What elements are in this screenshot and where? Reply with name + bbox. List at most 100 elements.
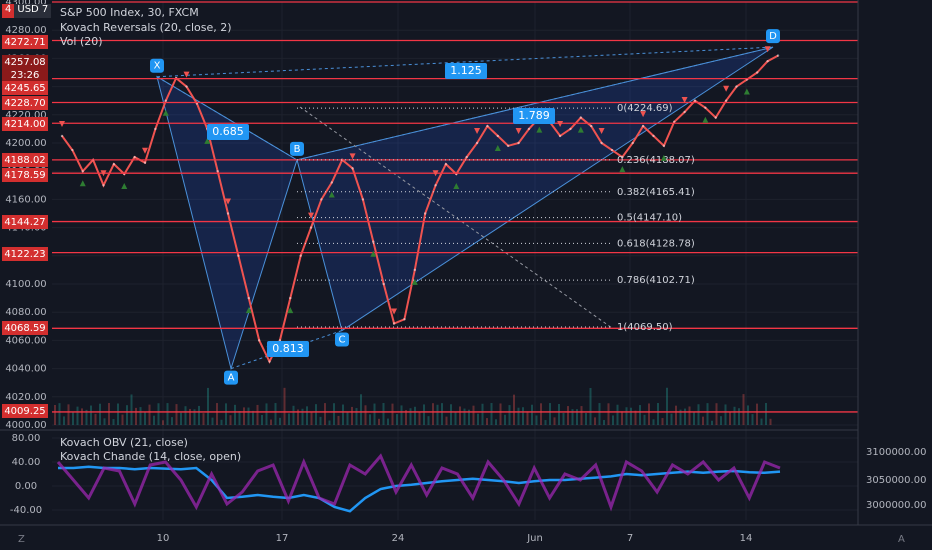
reversal-up-marker xyxy=(660,154,667,161)
price-point xyxy=(309,226,313,229)
reversal-up-marker xyxy=(619,166,626,173)
level-price-tag-label: 4122.23 xyxy=(4,249,45,260)
indicator-vol-label[interactable]: Vol (20) xyxy=(60,35,103,48)
pattern-ratio-badge xyxy=(445,63,487,79)
volume-bar xyxy=(58,403,61,425)
volume-bar xyxy=(535,415,538,425)
volume-bar xyxy=(256,404,259,425)
price-point xyxy=(164,99,167,102)
volume-bar xyxy=(373,403,376,425)
volume-bar xyxy=(553,417,556,425)
price-point xyxy=(361,198,365,201)
volume-bar xyxy=(517,407,520,425)
volume-bar xyxy=(63,416,65,425)
price-point xyxy=(413,268,417,272)
pattern-ac-line xyxy=(230,330,343,370)
reversal-up-marker xyxy=(494,144,501,151)
level-price-tag xyxy=(2,81,48,95)
volume-bar xyxy=(522,407,524,425)
corner-left-icon[interactable]: Z xyxy=(18,534,25,545)
indicator-reversals-label[interactable]: Kovach Reversals (20, close, 2) xyxy=(60,21,232,34)
volume-bar xyxy=(76,406,79,425)
price-point xyxy=(143,161,147,164)
volume-bar xyxy=(94,413,97,425)
volume-bar xyxy=(634,410,637,425)
level-price-tag-label: 4257.08 xyxy=(4,57,45,68)
indicator-legend-vol[interactable]: Vol (20) xyxy=(60,35,103,48)
pattern-ratio-badge xyxy=(513,108,555,124)
volume-bar xyxy=(549,403,551,425)
volume-bar xyxy=(468,409,470,425)
reversal-down-marker xyxy=(391,308,398,315)
volume-bar xyxy=(414,406,416,425)
volume-bar xyxy=(630,407,632,425)
volume-bar xyxy=(675,405,677,425)
volume-bar xyxy=(684,408,686,425)
symbol-legend[interactable]: S&P 500 Index, 30, FXCM xyxy=(60,6,199,19)
level-price-tag-label: 4214.00 xyxy=(4,119,45,130)
volume-bar xyxy=(103,418,106,425)
volume-bar xyxy=(162,420,164,425)
volume-bar xyxy=(472,405,475,425)
lower-y-tick-label: 80.00 xyxy=(12,433,41,444)
volume-bar xyxy=(265,403,268,425)
y-axis-tick-label: 4000.00 xyxy=(5,420,46,431)
volume-bar xyxy=(378,418,380,425)
lower-right-tick-label: 3000000.00 xyxy=(866,500,926,511)
indicator-obv-label[interactable]: Kovach OBV (21, close) xyxy=(60,436,188,449)
volume-bar xyxy=(301,408,304,425)
reversal-down-marker xyxy=(764,46,771,53)
volume-bar xyxy=(769,418,772,425)
volume-bar xyxy=(297,409,299,425)
x-axis-tick-label: Jun xyxy=(526,533,543,544)
volume-bar xyxy=(540,403,542,425)
volume-bar xyxy=(108,403,110,425)
fib-level-label: 0.5(4147.10) xyxy=(617,213,682,224)
volume-bar xyxy=(189,408,191,425)
volume-bar xyxy=(193,409,196,425)
level-price-tag-label: 4068.59 xyxy=(4,323,45,334)
indicator-legend-chande[interactable]: Kovach Chande (14, close, open) xyxy=(60,450,241,463)
price-point xyxy=(714,116,717,119)
obv-line xyxy=(58,465,781,513)
volume-bar xyxy=(585,412,587,425)
reversal-up-marker xyxy=(79,180,86,187)
volume-bar xyxy=(661,418,664,425)
grid-lines xyxy=(52,1,858,520)
volume-bar xyxy=(121,414,124,425)
corner-right-icon[interactable]: A xyxy=(898,534,905,545)
volume-bar xyxy=(639,405,641,425)
level-price-tag xyxy=(2,55,48,69)
symbol-title[interactable]: S&P 500 Index, 30, FXCM xyxy=(60,6,199,19)
pattern-xab-triangle xyxy=(156,75,298,371)
volume-bar xyxy=(364,405,367,425)
volume-bar xyxy=(342,404,344,425)
volume-bar xyxy=(216,403,218,425)
volume-bar xyxy=(760,418,763,425)
level-price-tag xyxy=(2,96,48,110)
price-point xyxy=(330,181,333,184)
level-price-tag xyxy=(2,247,48,261)
volume-bar xyxy=(598,403,601,425)
level-price-tag xyxy=(2,215,48,229)
pattern-point-label: C xyxy=(339,335,346,346)
currency-badge[interactable]: 4 USD 7 xyxy=(2,4,52,18)
volume-bar xyxy=(603,420,605,425)
price-point xyxy=(237,254,240,257)
reversal-down-marker xyxy=(474,128,481,134)
level-price-tag-label: 4144.27 xyxy=(4,217,45,228)
price-point xyxy=(683,110,686,114)
indicator-chande-label[interactable]: Kovach Chande (14, close, open) xyxy=(60,450,242,463)
volume-bar xyxy=(243,407,245,425)
volume-bar xyxy=(693,412,695,425)
volume-bar xyxy=(247,407,250,425)
volume-bar xyxy=(387,418,389,425)
reversal-down-marker xyxy=(142,147,149,154)
volume-bar xyxy=(765,403,767,425)
volume-bar xyxy=(643,414,646,425)
price-point xyxy=(507,144,510,148)
volume-bar xyxy=(751,414,754,425)
indicator-legend-reversals[interactable]: Kovach Reversals (20, close, 2) xyxy=(60,21,232,34)
indicator-legend-obv[interactable]: Kovach OBV (21, close) xyxy=(60,436,188,449)
